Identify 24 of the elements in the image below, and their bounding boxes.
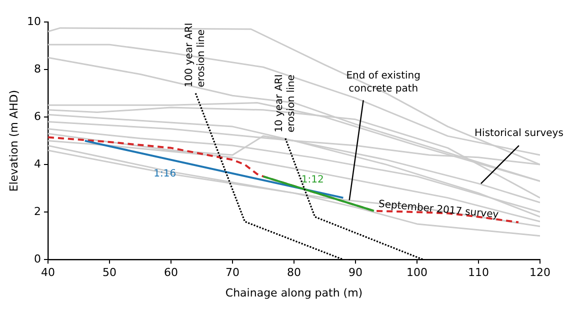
- annotation: 100 year ARI erosion line: [184, 22, 208, 88]
- annotation: Historical surveys: [474, 128, 564, 140]
- annotation: 1:12: [301, 174, 324, 186]
- y-tick-label: 8: [34, 62, 41, 76]
- y-tick-label: 4: [34, 157, 41, 170]
- y-tick-label: 0: [34, 252, 41, 266]
- x-tick-label: 100: [406, 266, 428, 280]
- x-tick-label: 90: [348, 266, 362, 280]
- x-tick-label: 60: [164, 266, 178, 280]
- x-tick-label: 50: [102, 266, 116, 280]
- annotation: 1:16: [154, 168, 176, 180]
- x-tick-label: 70: [226, 266, 240, 280]
- annotation: End of existing concrete path: [346, 70, 420, 94]
- y-tick-label: 6: [34, 110, 41, 123]
- x-tick-label: 120: [530, 266, 550, 280]
- y-axis-title: Elevation (m AHD): [7, 90, 20, 192]
- x-tick-label: 110: [468, 266, 489, 280]
- x-tick-label: 80: [287, 266, 301, 280]
- y-tick-label: 10: [27, 14, 41, 28]
- x-axis-title: Chainage along path (m): [225, 286, 363, 300]
- annotation: September 2017 survey: [378, 198, 500, 221]
- annotation: 10 year ARI erosion line: [274, 74, 297, 132]
- y-tick-label: 2: [34, 204, 41, 218]
- x-tick-label: 40: [41, 266, 55, 280]
